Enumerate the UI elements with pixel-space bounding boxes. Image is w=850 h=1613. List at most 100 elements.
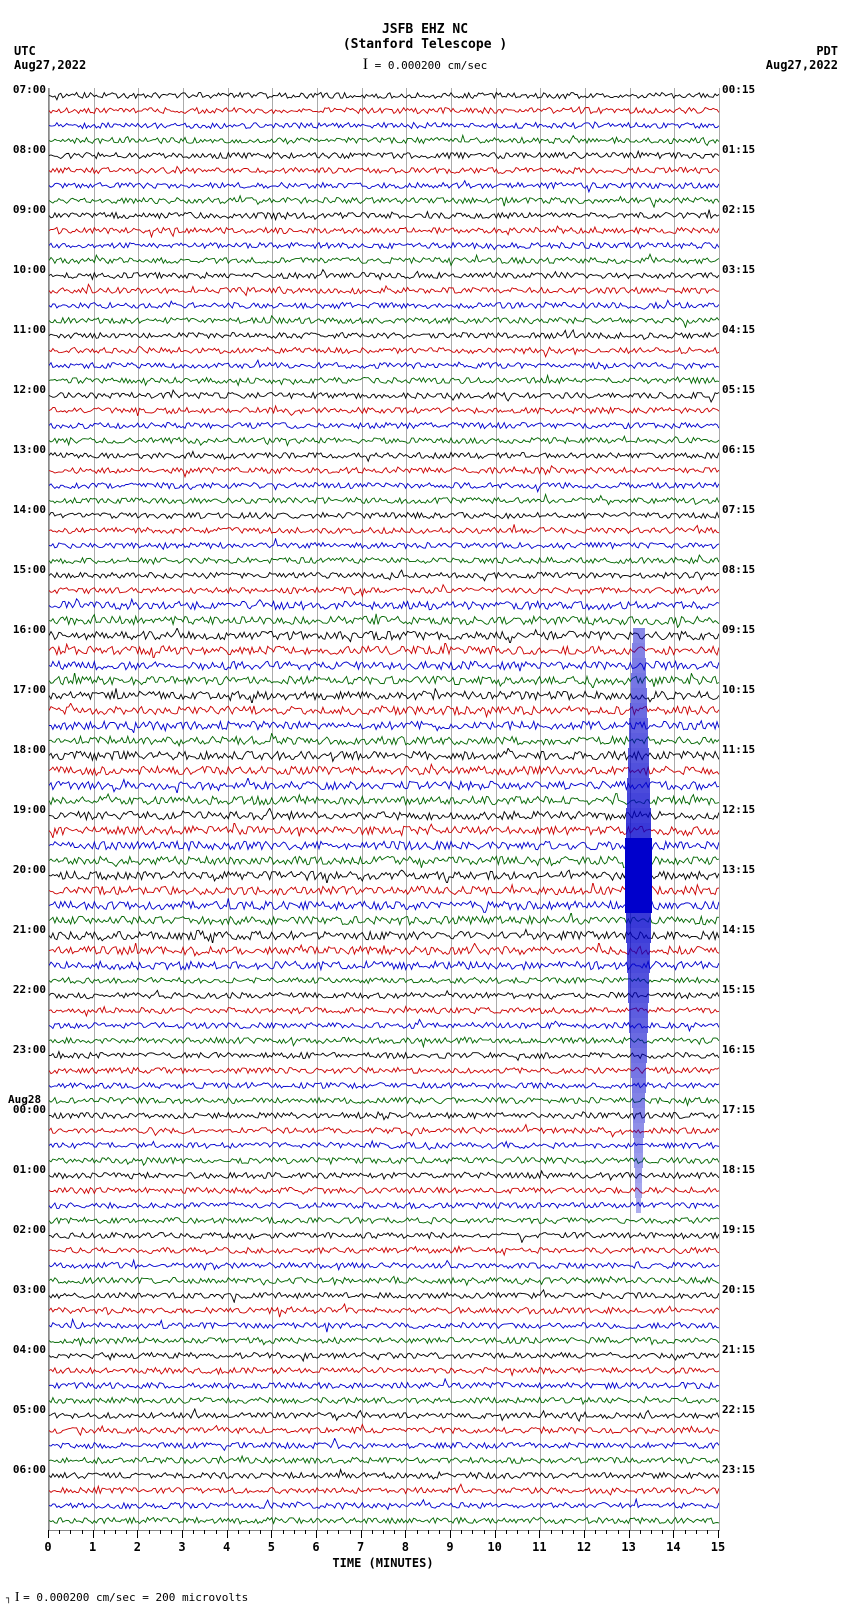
x-tick-minor — [461, 1530, 462, 1534]
seismic-event — [625, 838, 652, 853]
trace-row — [49, 103, 719, 118]
right-time-label: 06:15 — [722, 443, 782, 456]
trace-row — [49, 643, 719, 658]
trace-row — [49, 463, 719, 478]
trace-row — [49, 1333, 719, 1348]
x-tick-label: 10 — [487, 1540, 501, 1554]
trace-row — [49, 208, 719, 223]
x-tick-minor — [606, 1530, 607, 1534]
x-tick-minor — [551, 1530, 552, 1534]
seismic-event — [636, 1198, 642, 1213]
seismic-event — [626, 913, 652, 928]
x-tick-minor — [573, 1530, 574, 1534]
trace-row — [49, 193, 719, 208]
left-time-label: 22:00 — [4, 983, 46, 996]
x-tick-minor — [696, 1530, 697, 1534]
left-time-label: 23:00 — [4, 1043, 46, 1056]
left-time-label: 16:00 — [4, 623, 46, 636]
trace-row — [49, 433, 719, 448]
seismic-event — [625, 868, 652, 883]
trace-row — [49, 763, 719, 778]
x-tick-label: 9 — [446, 1540, 453, 1554]
x-tick-minor — [193, 1530, 194, 1534]
trace-row — [49, 1408, 719, 1423]
x-tick-minor — [59, 1530, 60, 1534]
left-time-label: 09:00 — [4, 203, 46, 216]
right-time-label: 22:15 — [722, 1403, 782, 1416]
x-tick-label: 12 — [577, 1540, 591, 1554]
x-tick-label: 0 — [44, 1540, 51, 1554]
x-tick-minor — [662, 1530, 663, 1534]
x-tick — [182, 1530, 183, 1538]
trace-row — [49, 598, 719, 613]
x-tick-label: 6 — [312, 1540, 319, 1554]
trace-row — [49, 838, 719, 853]
seismic-event — [633, 628, 645, 643]
x-tick — [137, 1530, 138, 1538]
seismic-event — [631, 673, 646, 688]
x-tick — [405, 1530, 406, 1538]
trace-row — [49, 1243, 719, 1258]
right-time-label: 05:15 — [722, 383, 782, 396]
trace-row — [49, 703, 719, 718]
x-tick-minor — [428, 1530, 429, 1534]
x-axis: TIME (MINUTES) 0123456789101112131415 — [48, 1530, 718, 1570]
right-time-label: 14:15 — [722, 923, 782, 936]
seismic-event — [625, 898, 652, 913]
trace-row — [49, 1393, 719, 1408]
seismogram-container: JSFB EHZ NC (Stanford Telescope ) I = 0.… — [0, 0, 850, 1613]
trace-row — [49, 1093, 719, 1108]
x-tick — [361, 1530, 362, 1538]
footer-text: = 0.000200 cm/sec = 200 microvolts — [23, 1591, 248, 1604]
x-tick-label: 4 — [223, 1540, 230, 1554]
seismic-event — [631, 1048, 647, 1063]
trace-row — [49, 163, 719, 178]
trace-row — [49, 973, 719, 988]
seismic-event — [635, 1183, 642, 1198]
x-tick — [450, 1530, 451, 1538]
seismic-event — [626, 823, 652, 838]
trace-row — [49, 1483, 719, 1498]
trace-row — [49, 373, 719, 388]
left-time-label: 14:00 — [4, 503, 46, 516]
trace-row — [49, 748, 719, 763]
right-time-label: 02:15 — [722, 203, 782, 216]
trace-row — [49, 658, 719, 673]
trace-row — [49, 493, 719, 508]
station-name: (Stanford Telescope ) — [0, 37, 850, 52]
x-tick-label: 8 — [402, 1540, 409, 1554]
grid-vertical — [719, 88, 720, 1530]
seismic-event — [628, 748, 648, 763]
seismic-event — [627, 958, 650, 973]
trace-row — [49, 1108, 719, 1123]
trace-row — [49, 1348, 719, 1363]
trace-row — [49, 793, 719, 808]
left-time-label: 06:00 — [4, 1463, 46, 1476]
trace-row — [49, 328, 719, 343]
seismic-event — [632, 643, 645, 658]
x-tick-minor — [82, 1530, 83, 1534]
trace-row — [49, 448, 719, 463]
trace-row — [49, 1303, 719, 1318]
x-tick-minor — [260, 1530, 261, 1534]
trace-row — [49, 1018, 719, 1033]
left-tz: UTC — [14, 44, 86, 58]
trace-row — [49, 958, 719, 973]
x-tick-label: 13 — [621, 1540, 635, 1554]
x-tick — [227, 1530, 228, 1538]
corner-right: PDT Aug27,2022 — [766, 44, 838, 73]
right-time-label: 17:15 — [722, 1103, 782, 1116]
x-tick — [718, 1530, 719, 1538]
x-tick-minor — [394, 1530, 395, 1534]
seismic-event — [627, 778, 650, 793]
x-tick — [93, 1530, 94, 1538]
x-tick-minor — [439, 1530, 440, 1534]
left-time-label: 18:00 — [4, 743, 46, 756]
seismic-event — [630, 703, 647, 718]
x-tick — [584, 1530, 585, 1538]
x-tick-label: 2 — [134, 1540, 141, 1554]
seismic-event — [628, 973, 649, 988]
x-tick-label: 3 — [178, 1540, 185, 1554]
x-tick-label: 1 — [89, 1540, 96, 1554]
seismic-event — [634, 1138, 644, 1153]
